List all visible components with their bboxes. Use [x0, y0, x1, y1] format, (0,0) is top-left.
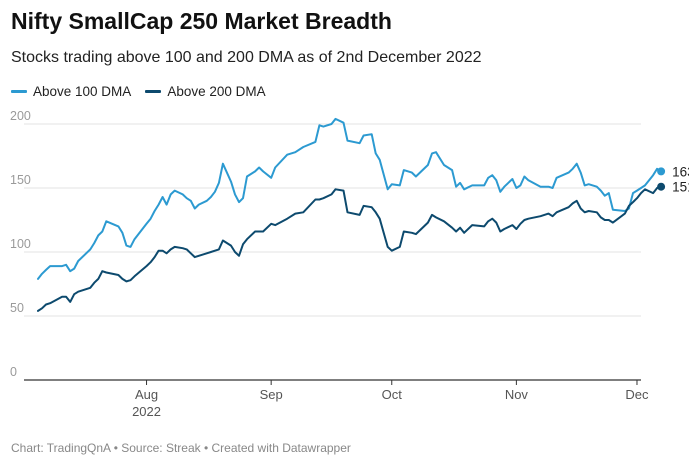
y-tick-label-50: 50 [10, 301, 24, 315]
y-tick-label-0: 0 [10, 365, 17, 379]
end-label-above-100-dma: 163 [672, 164, 689, 179]
legend-swatch-above-100-dma [11, 90, 27, 93]
x-tick-label-nov: Nov [505, 387, 529, 402]
legend-swatch-above-200-dma [145, 90, 162, 93]
end-label-above-200-dma: 151 [672, 180, 689, 195]
legend: Above 100 DMA Above 200 DMA [11, 84, 280, 99]
x-tick-sublabel-year: 2022 [132, 404, 161, 419]
x-tick-label-dec: Dec [625, 387, 649, 402]
y-tick-label-150: 150 [10, 173, 31, 187]
x-tick-label-oct: Oct [382, 387, 403, 402]
legend-label-above-100-dma: Above 100 DMA [33, 84, 132, 99]
legend-label-above-200-dma: Above 200 DMA [167, 84, 266, 99]
x-tick-label-sep: Sep [260, 387, 283, 402]
series-line-above-200-dma [37, 185, 663, 312]
y-tick-label-200: 200 [10, 109, 31, 123]
legend-item-above-100-dma: Above 100 DMA [11, 84, 131, 99]
legend-item-above-200-dma: Above 200 DMA [145, 84, 266, 99]
end-point-above-200-dma [657, 182, 666, 191]
series-line-above-100-dma [37, 117, 663, 280]
chart-title: Nifty SmallCap 250 Market Breadth [11, 8, 392, 34]
y-tick-label-100: 100 [10, 237, 31, 251]
chart-subtitle: Stocks trading above 100 and 200 DMA as … [11, 49, 482, 66]
end-point-above-100-dma [657, 167, 666, 176]
chart-footer: Chart: TradingQnA • Source: Streak • Cre… [11, 441, 351, 455]
x-tick-label-aug: Aug [135, 387, 158, 402]
